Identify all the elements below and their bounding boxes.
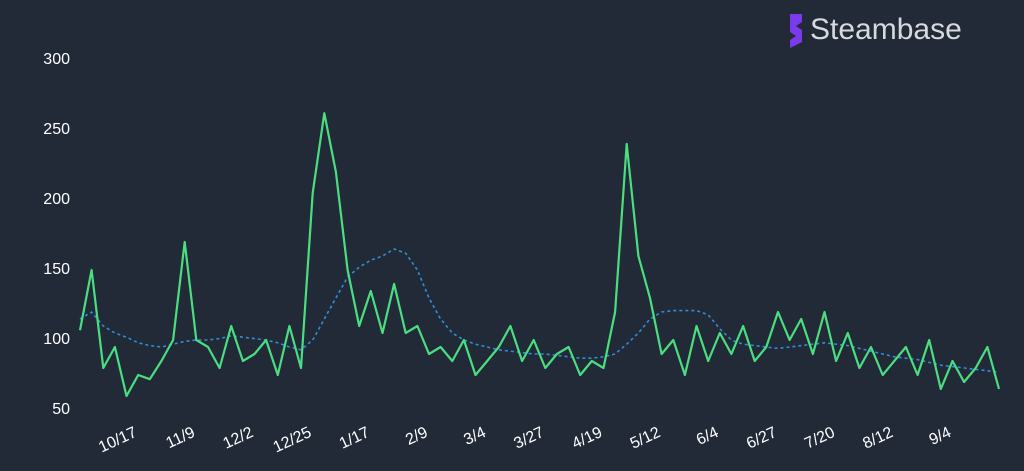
x-tick-label: 8/12 [860,424,896,453]
y-tick-label: 250 [43,121,70,138]
x-tick-label: 12/25 [271,424,315,456]
x-tick-label: 3/27 [511,424,547,453]
x-tick-label: 4/19 [570,424,606,453]
x-tick-label: 7/20 [802,424,838,453]
x-tick-label: 12/2 [221,424,257,453]
data-line [78,112,1001,398]
logo-text: Steambase [810,13,962,46]
x-tick-label: 6/27 [744,424,780,453]
y-tick-label: 50 [52,401,70,418]
x-tick-label: 1/17 [337,424,373,453]
y-tick-label: 300 [43,51,70,68]
y-tick-label: 150 [43,261,70,278]
logo-icon [790,14,802,48]
x-tick-label: 10/17 [96,424,140,456]
x-tick-label: 6/4 [694,424,721,449]
x-tick-label: 9/4 [927,424,954,449]
logo: Steambase [790,13,962,48]
x-tick-label: 5/12 [628,424,664,453]
x-tick-label: 2/9 [403,424,430,449]
x-tick-label: 3/4 [461,424,488,449]
y-tick-label: 200 [43,191,70,208]
y-tick-label: 100 [43,331,70,348]
x-tick-label: 11/9 [163,424,197,452]
